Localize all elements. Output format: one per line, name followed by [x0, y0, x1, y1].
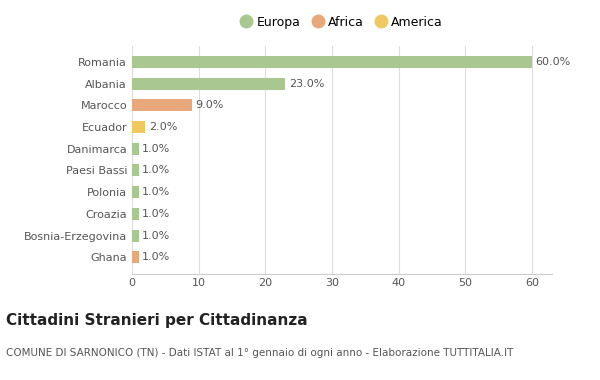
- Bar: [132, 100, 192, 111]
- Bar: [132, 121, 145, 133]
- Text: Cittadini Stranieri per Cittadinanza: Cittadini Stranieri per Cittadinanza: [6, 314, 308, 328]
- Text: 1.0%: 1.0%: [142, 187, 170, 197]
- Bar: [132, 186, 139, 198]
- Bar: [132, 56, 532, 68]
- Legend: Europa, Africa, America: Europa, Africa, America: [236, 11, 448, 34]
- Bar: [132, 78, 286, 90]
- Text: 2.0%: 2.0%: [149, 122, 177, 132]
- Bar: [132, 230, 139, 242]
- Bar: [132, 143, 139, 155]
- Text: COMUNE DI SARNONICO (TN) - Dati ISTAT al 1° gennaio di ogni anno - Elaborazione : COMUNE DI SARNONICO (TN) - Dati ISTAT al…: [6, 348, 514, 358]
- Text: 1.0%: 1.0%: [142, 252, 170, 262]
- Bar: [132, 165, 139, 176]
- Text: 1.0%: 1.0%: [142, 144, 170, 154]
- Text: 23.0%: 23.0%: [289, 79, 324, 89]
- Bar: [132, 208, 139, 220]
- Text: 9.0%: 9.0%: [196, 100, 224, 110]
- Bar: [132, 251, 139, 263]
- Text: 1.0%: 1.0%: [142, 209, 170, 219]
- Text: 60.0%: 60.0%: [535, 57, 571, 67]
- Text: 1.0%: 1.0%: [142, 231, 170, 241]
- Text: 1.0%: 1.0%: [142, 165, 170, 176]
